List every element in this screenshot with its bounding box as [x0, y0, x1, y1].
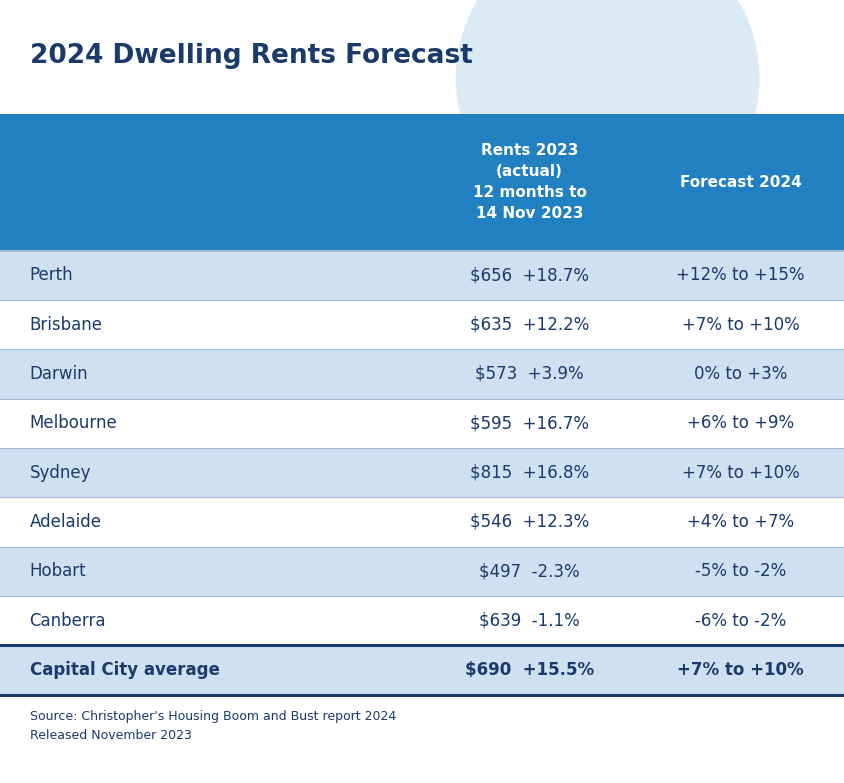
Text: Brisbane: Brisbane — [30, 316, 102, 334]
Text: $546  +12.3%: $546 +12.3% — [470, 513, 589, 531]
Text: Perth: Perth — [30, 266, 73, 284]
Text: $595  +16.7%: $595 +16.7% — [470, 414, 589, 432]
FancyBboxPatch shape — [0, 114, 844, 251]
FancyBboxPatch shape — [0, 596, 844, 645]
Text: $815  +16.8%: $815 +16.8% — [470, 464, 589, 482]
FancyBboxPatch shape — [0, 547, 844, 596]
Text: -6% to -2%: -6% to -2% — [695, 612, 787, 630]
Text: -5% to -2%: -5% to -2% — [695, 562, 787, 580]
FancyBboxPatch shape — [0, 251, 844, 300]
FancyBboxPatch shape — [0, 300, 844, 349]
FancyBboxPatch shape — [0, 497, 844, 547]
Text: Adelaide: Adelaide — [30, 513, 101, 531]
Text: 0% to +3%: 0% to +3% — [694, 365, 787, 383]
Text: $639  -1.1%: $639 -1.1% — [479, 612, 580, 630]
Text: $656  +18.7%: $656 +18.7% — [470, 266, 589, 284]
Text: +7% to +10%: +7% to +10% — [677, 661, 804, 679]
Text: +7% to +10%: +7% to +10% — [682, 316, 799, 334]
Text: +6% to +9%: +6% to +9% — [687, 414, 794, 432]
Text: 2024 Dwelling Rents Forecast: 2024 Dwelling Rents Forecast — [30, 43, 473, 69]
Text: $635  +12.2%: $635 +12.2% — [470, 316, 589, 334]
Text: Rents 2023
(actual)
12 months to
14 Nov 2023: Rents 2023 (actual) 12 months to 14 Nov … — [473, 143, 587, 221]
FancyBboxPatch shape — [0, 645, 844, 695]
Text: Source: Christopher's Housing Boom and Bust report 2024
Released November 2023: Source: Christopher's Housing Boom and B… — [30, 710, 396, 742]
FancyBboxPatch shape — [0, 399, 844, 448]
Text: Sydney: Sydney — [30, 464, 91, 482]
Text: Darwin: Darwin — [30, 365, 88, 383]
Text: Canberra: Canberra — [30, 612, 106, 630]
Text: Melbourne: Melbourne — [30, 414, 117, 432]
Ellipse shape — [456, 0, 760, 230]
Text: Hobart: Hobart — [30, 562, 86, 580]
Text: Capital City average: Capital City average — [30, 661, 219, 679]
Text: $497  -2.3%: $497 -2.3% — [479, 562, 580, 580]
Text: Forecast 2024: Forecast 2024 — [679, 175, 802, 189]
Text: +4% to +7%: +4% to +7% — [687, 513, 794, 531]
Text: +7% to +10%: +7% to +10% — [682, 464, 799, 482]
Text: +12% to +15%: +12% to +15% — [676, 266, 805, 284]
Text: $690  +15.5%: $690 +15.5% — [465, 661, 594, 679]
Text: $573  +3.9%: $573 +3.9% — [475, 365, 584, 383]
FancyBboxPatch shape — [0, 448, 844, 497]
FancyBboxPatch shape — [0, 349, 844, 399]
